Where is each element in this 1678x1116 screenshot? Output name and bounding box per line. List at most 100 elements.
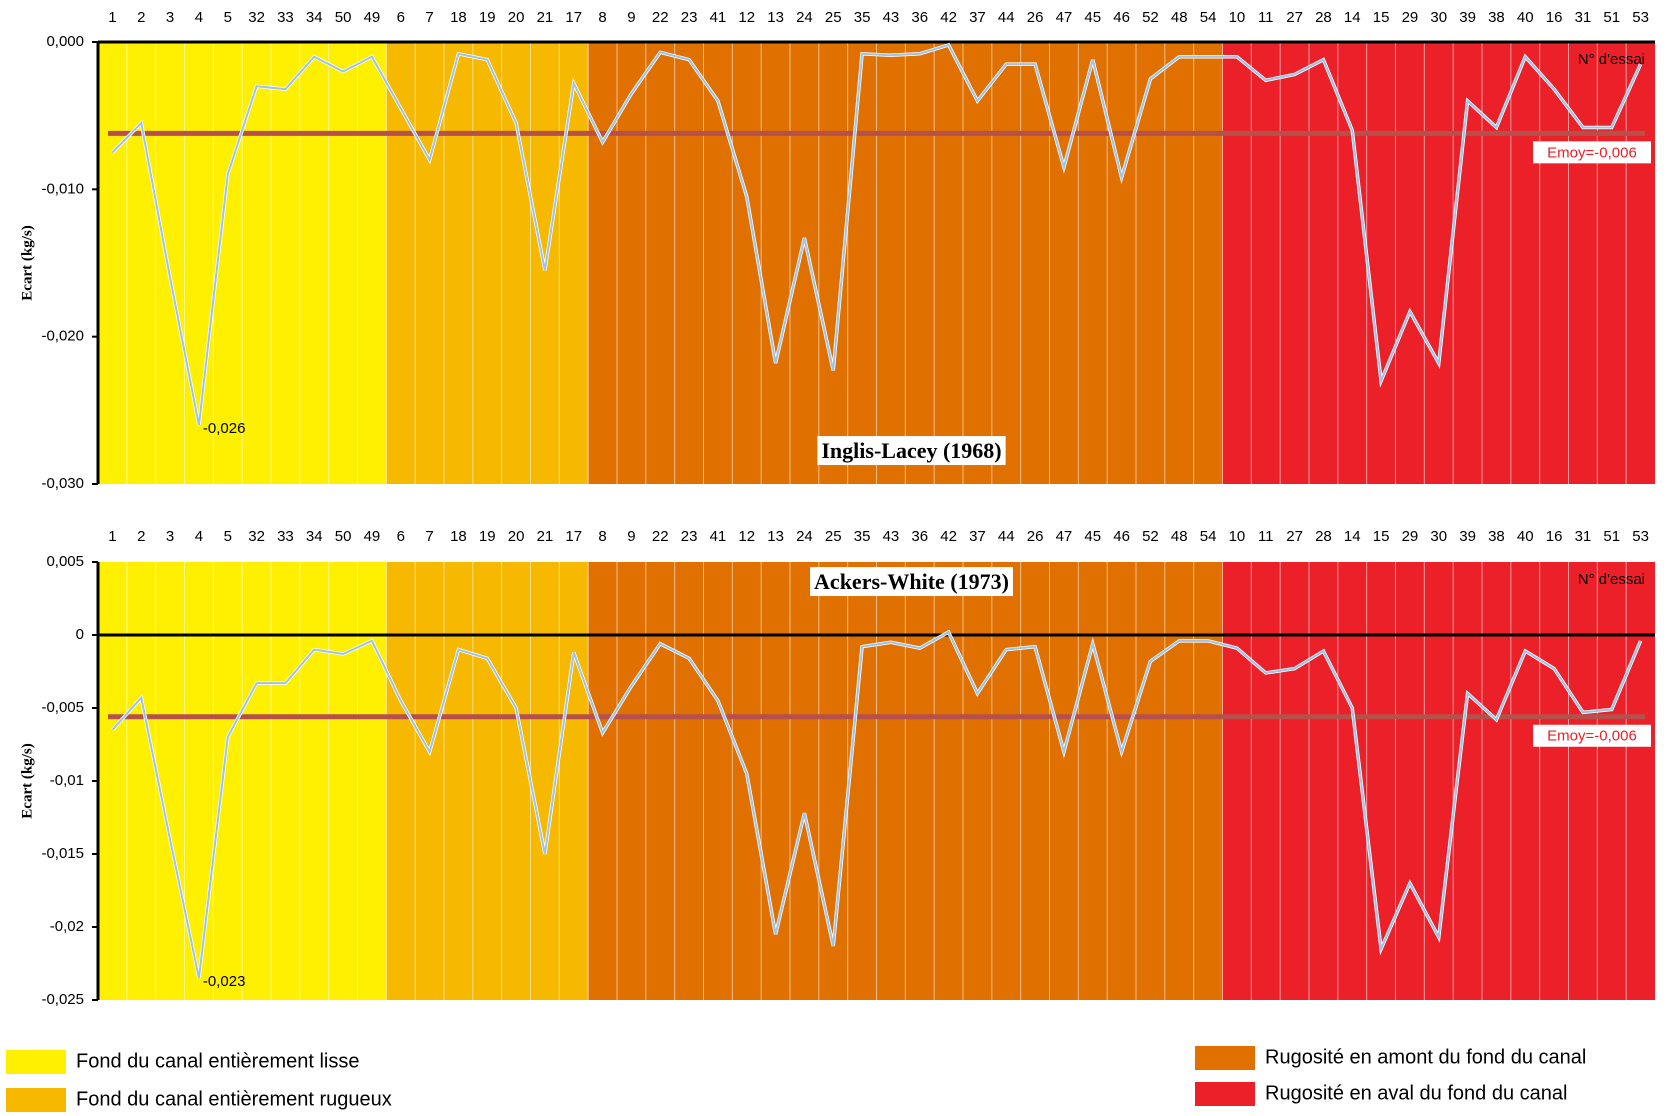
x-tick-label: 24 (796, 9, 813, 26)
y-axis-label: Ecart (kg/s) (19, 743, 35, 818)
chart-title-box (817, 436, 1006, 466)
x-tick-label: 23 (681, 528, 698, 545)
x-tick-label: 51 (1603, 9, 1620, 26)
x-tick-label: 45 (1084, 9, 1101, 26)
line-series (111, 630, 1642, 979)
x-tick-label: 34 (306, 9, 323, 26)
x-tick-label: 42 (940, 528, 957, 545)
x-tick-label: 19 (479, 528, 496, 545)
x-tick-label: 31 (1575, 528, 1592, 545)
x-tick-label: 26 (1027, 528, 1044, 545)
x-tick-label: 22 (652, 528, 669, 545)
x-tick-label: 39 (1459, 528, 1476, 545)
chart: 1 2 3 4 5 32 33 34 50 49 6 7 18 19 20 21 17 8 9 22 23 41 12 13 2… (19, 528, 1655, 1008)
x-tick-label: 52 (1142, 528, 1159, 545)
x-tick-label: 48 (1171, 528, 1188, 545)
x-tick-label: 21 (537, 9, 554, 26)
x-tick-label: 11 (1258, 528, 1274, 545)
x-tick-label: 20 (508, 9, 525, 26)
mean-label-box (1533, 141, 1651, 164)
chart: 1 2 3 4 5 32 33 34 50 49 6 7 18 19 20 21 17 8 9 22 23 41 12 13 2… (19, 9, 1655, 492)
x-tick-label: 18 (450, 528, 467, 545)
x-tick-label: 46 (1113, 528, 1130, 545)
x-tick-label: 16 (1546, 528, 1563, 545)
x-tick-label: 30 (1430, 9, 1447, 26)
x-tick-label: 38 (1488, 528, 1505, 545)
mean-label: Emoy=-0,006 (1547, 144, 1637, 161)
legend-swatch (6, 1088, 66, 1112)
x-tick-label: 4 (195, 528, 203, 545)
x-tick-label: 3 (166, 9, 174, 26)
legend-label: Fond du canal entièrement lisse (76, 1050, 360, 1072)
x-tick-label: 54 (1200, 9, 1217, 26)
x-tick-label: 43 (883, 528, 900, 545)
chart-title: Inglis-Lacey (1968) (821, 438, 1001, 463)
x-tick-label: 1 (108, 9, 116, 26)
x-tick-label: 50 (335, 9, 352, 26)
x-tick-label: 42 (940, 9, 957, 26)
x-tick-label: 28 (1315, 528, 1332, 545)
x-tick-label: 49 (364, 528, 381, 545)
x-tick-label: 30 (1430, 528, 1447, 545)
y-tick-label: -0,020 (41, 328, 84, 345)
x-tick-label: 53 (1632, 9, 1649, 26)
x-tick-label: 19 (479, 9, 496, 26)
x-tick-label: 2 (137, 9, 145, 26)
x-tick-label: 2 (137, 528, 145, 545)
x-tick-label: 47 (1056, 528, 1073, 545)
background-band (386, 562, 589, 1000)
chart-title: Ackers-White (1973) (814, 569, 1009, 594)
x-tick-label: 31 (1575, 9, 1592, 26)
y-axis-label: Ecart (kg/s) (19, 225, 35, 300)
x-tick-label: 16 (1546, 9, 1563, 26)
x-tick-label: 17 (565, 9, 582, 26)
x-tick-label: 25 (825, 528, 842, 545)
y-tick-label: -0,02 (50, 918, 84, 935)
x-tick-label: 4 (195, 9, 203, 26)
x-tick-label: 18 (450, 9, 467, 26)
x-tick-label: 14 (1344, 9, 1361, 26)
x-tick-label: 5 (224, 528, 232, 545)
x-tick-label: 48 (1171, 9, 1188, 26)
x-tick-label: 35 (854, 9, 871, 26)
background-band (1222, 42, 1655, 484)
legend-swatch (1195, 1082, 1255, 1106)
x-tick-label: 8 (598, 9, 606, 26)
x-tick-label: 12 (738, 9, 755, 26)
x-tick-label: 8 (598, 528, 606, 545)
x-axis-label: N° d'essai (1578, 571, 1645, 588)
x-tick-label: 10 (1229, 9, 1246, 26)
x-tick-label: 34 (306, 528, 323, 545)
x-axis-label: N° d'essai (1578, 51, 1645, 68)
x-tick-label: 12 (738, 528, 755, 545)
x-tick-label: 36 (911, 9, 928, 26)
x-tick-label: 40 (1517, 528, 1534, 545)
x-tick-label: 26 (1027, 9, 1044, 26)
x-tick-label: 51 (1603, 528, 1620, 545)
x-tick-label: 25 (825, 9, 842, 26)
x-tick-label: 35 (854, 528, 871, 545)
x-tick-label: 37 (969, 9, 986, 26)
legend-label: Fond du canal entièrement rugueux (76, 1088, 392, 1110)
legend-label: Rugosité en aval du fond du canal (1265, 1082, 1567, 1104)
x-tick-label: 53 (1632, 528, 1649, 545)
x-tick-label: 3 (166, 528, 174, 545)
x-tick-label: 49 (364, 9, 381, 26)
x-tick-label: 38 (1488, 9, 1505, 26)
y-tick-label: -0,015 (41, 845, 84, 862)
y-tick-label: -0,030 (41, 475, 84, 492)
x-tick-label: 7 (425, 9, 433, 26)
x-tick-label: 15 (1373, 9, 1390, 26)
x-tick-label: 6 (397, 9, 405, 26)
x-tick-label: 27 (1286, 528, 1303, 545)
x-tick-label: 40 (1517, 9, 1534, 26)
x-tick-label: 41 (710, 9, 727, 26)
x-tick-label: 46 (1113, 9, 1130, 26)
x-tick-label: 47 (1056, 9, 1073, 26)
x-tick-label: 1 (108, 528, 116, 545)
y-tick-label: -0,010 (41, 180, 84, 197)
x-tick-label: 7 (425, 528, 433, 545)
line-series (111, 43, 1642, 426)
y-tick-label: 0,005 (46, 553, 84, 570)
